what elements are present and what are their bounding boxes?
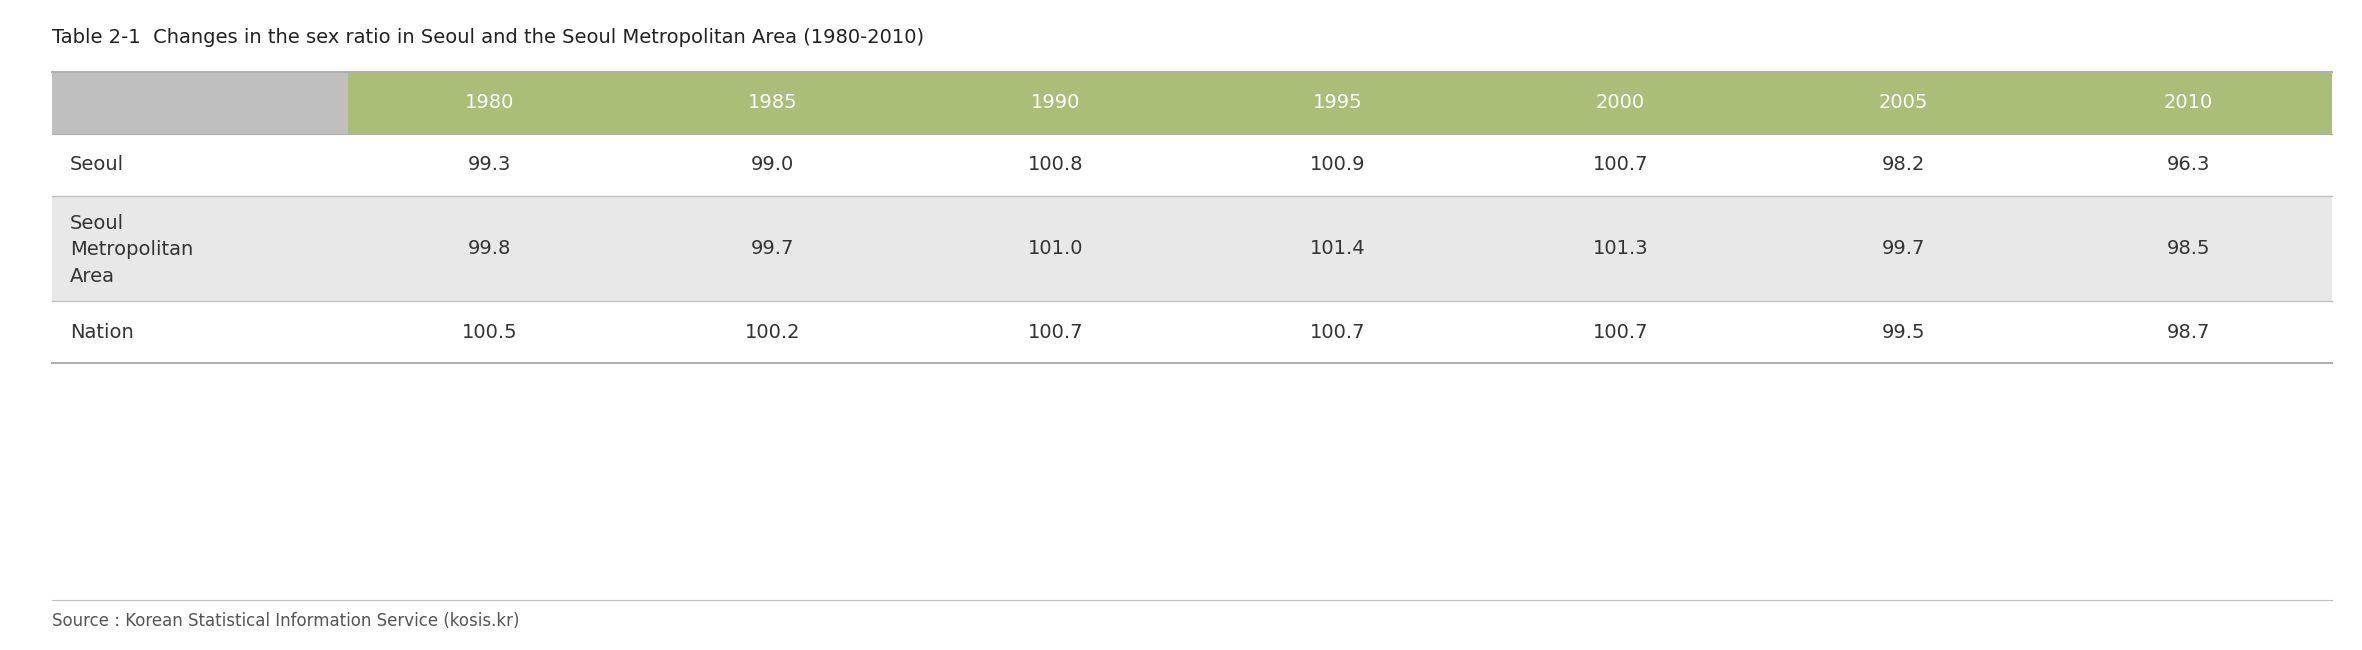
Bar [2045, 72, 2331, 134]
Text: 1995: 1995 [1313, 94, 1363, 112]
Text: 1980: 1980 [465, 94, 515, 112]
Bar [914, 72, 1198, 134]
Text: 99.0: 99.0 [751, 155, 794, 174]
Bar [350, 72, 631, 134]
Bar [52, 72, 350, 134]
Text: 99.3: 99.3 [468, 155, 513, 174]
Bar [1198, 72, 1479, 134]
Text: 101.3: 101.3 [1592, 239, 1649, 258]
Text: 101.4: 101.4 [1311, 239, 1365, 258]
Bar [1479, 72, 1762, 134]
Bar [1762, 72, 2045, 134]
Text: Nation: Nation [71, 322, 135, 341]
Text: 96.3: 96.3 [2166, 155, 2211, 174]
Text: 100.9: 100.9 [1311, 155, 1365, 174]
Text: 99.7: 99.7 [751, 239, 794, 258]
Text: 100.7: 100.7 [1311, 322, 1365, 341]
Text: 100.7: 100.7 [1592, 322, 1649, 341]
Text: 98.5: 98.5 [2166, 239, 2211, 258]
Text: 2000: 2000 [1597, 94, 1646, 112]
Text: 2010: 2010 [2164, 94, 2213, 112]
Text: Seoul: Seoul [71, 155, 125, 174]
Text: 98.2: 98.2 [1883, 155, 1925, 174]
Bar [52, 196, 2331, 301]
Text: 101.0: 101.0 [1027, 239, 1082, 258]
Text: 1990: 1990 [1030, 94, 1079, 112]
Bar [52, 301, 2331, 363]
Text: 100.7: 100.7 [1592, 155, 1649, 174]
Text: 99.8: 99.8 [468, 239, 513, 258]
Bar [631, 72, 914, 134]
Text: 98.7: 98.7 [2166, 322, 2211, 341]
Text: 100.5: 100.5 [463, 322, 517, 341]
Text: 100.7: 100.7 [1027, 322, 1082, 341]
Text: 99.5: 99.5 [1883, 322, 1925, 341]
Bar [52, 134, 2331, 196]
Text: 100.8: 100.8 [1027, 155, 1082, 174]
Text: Seoul
Metropolitan
Area: Seoul Metropolitan Area [71, 214, 194, 286]
Text: 1985: 1985 [749, 94, 798, 112]
Text: 2005: 2005 [1878, 94, 1927, 112]
Text: 99.7: 99.7 [1883, 239, 1925, 258]
Text: Table 2-1  Changes in the sex ratio in Seoul and the Seoul Metropolitan Area (19: Table 2-1 Changes in the sex ratio in Se… [52, 28, 924, 47]
Text: Source : Korean Statistical Information Service (kosis.kr): Source : Korean Statistical Information … [52, 612, 520, 630]
Text: 100.2: 100.2 [744, 322, 801, 341]
